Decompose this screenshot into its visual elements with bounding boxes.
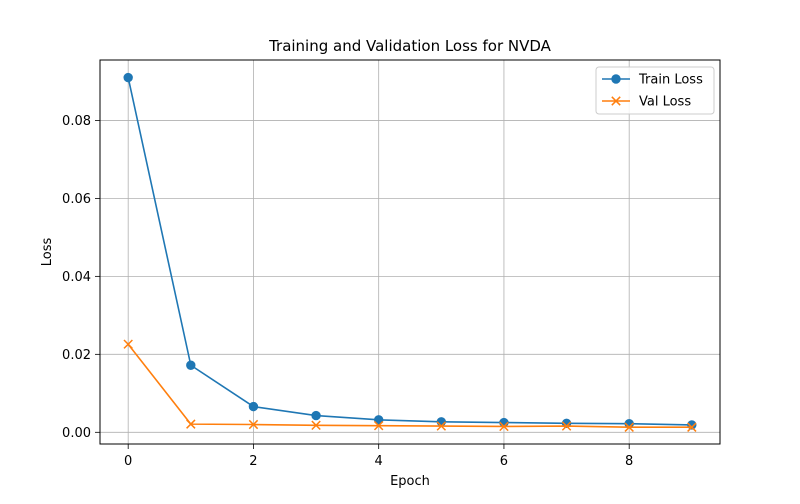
val-loss-point — [186, 419, 196, 429]
series-layer — [123, 72, 697, 432]
val-loss-point — [373, 420, 384, 431]
x-tick-label: 4 — [375, 454, 383, 469]
val-loss-point — [499, 421, 509, 432]
y-tick-label: 0.06 — [62, 192, 91, 207]
y-tick-label: 0.02 — [62, 348, 91, 363]
series-line-val-loss — [127, 343, 692, 429]
train-loss-point — [436, 417, 447, 427]
legend: Train Loss Val Loss — [595, 66, 715, 115]
val-loss-point — [687, 422, 697, 432]
train-loss-point — [373, 415, 384, 425]
series-line-train-loss — [127, 77, 692, 426]
x-axis-label: Epoch — [390, 474, 430, 489]
train-loss-point — [248, 401, 259, 412]
y-tick-label: 0.00 — [62, 426, 91, 441]
x-tick-label: 6 — [500, 454, 508, 469]
grid-lines — [100, 60, 720, 444]
legend-marker-val-loss — [611, 96, 621, 106]
chart-title: Training and Validation Loss for NVDA — [268, 37, 552, 55]
legend-label-val-loss: Val Loss — [639, 95, 691, 110]
val-loss-point — [123, 339, 133, 349]
y-tick-label: 0.04 — [62, 270, 91, 285]
val-loss-point — [624, 422, 634, 432]
val-loss-point — [436, 421, 447, 431]
val-loss-point — [248, 419, 259, 430]
legend-label-train-loss: Train Loss — [638, 73, 703, 88]
y-tick-label: 0.08 — [62, 114, 91, 129]
x-tick-label: 2 — [249, 454, 257, 469]
train-loss-point — [123, 72, 133, 83]
tick-layer: 0 2 4 6 8 0.00 0.02 0.04 0.06 0.08 — [62, 114, 633, 469]
x-tick-label: 0 — [124, 454, 132, 469]
train-loss-point — [186, 360, 196, 370]
y-axis-label: Loss — [40, 238, 55, 267]
plot-frame — [99, 59, 721, 445]
legend-marker-train-loss — [611, 74, 621, 84]
train-loss-point — [311, 410, 321, 421]
val-loss-point — [561, 421, 572, 431]
x-tick-label: 8 — [625, 454, 633, 469]
val-loss-point — [311, 420, 321, 431]
